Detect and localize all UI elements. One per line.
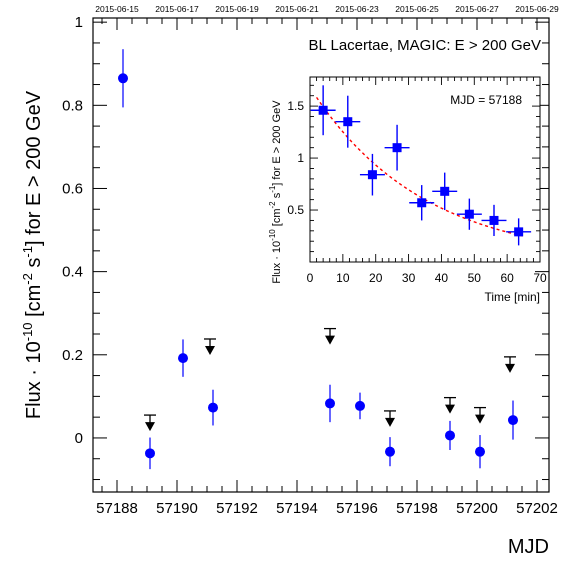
data-point: [118, 73, 128, 84]
inset-plot-frame: [309, 76, 541, 263]
x-tick-label: 57192: [216, 500, 258, 517]
data-point: [385, 446, 395, 457]
inset-data-point: [417, 198, 427, 208]
inset-x-tick-label: 0: [307, 271, 314, 285]
inset-fit-curve: [315, 96, 524, 237]
main-y-axis-label: Flux · 10-10 [cm-2 s-1] for E > 200 GeV: [20, 90, 45, 419]
data-point: [355, 400, 365, 411]
main-axis-ticks: 57188 57190 57192 57194 57196 57198 57200 57202…: [62, 14, 558, 517]
inset-axis-ticks: 0 10 20 30 40 50 60 70 0.5 1 1.5: [287, 77, 547, 285]
inset-x-tick-label: 40: [435, 271, 449, 285]
upper-limit-arrow: [325, 335, 335, 345]
inset-data-point: [489, 215, 499, 225]
top-date-label: 2015-06-17: [155, 4, 199, 14]
inset-y-tick-label: 1.5: [287, 99, 304, 113]
inset-x-tick-label: 50: [468, 271, 482, 285]
data-point: [145, 448, 155, 459]
top-date-label: 2015-06-29: [515, 4, 559, 14]
top-date-label: 2015-06-25: [395, 4, 439, 14]
data-point: [508, 415, 518, 426]
inset-data-point: [318, 105, 328, 115]
x-tick-label: 57200: [456, 500, 498, 517]
inset-x-tick-label: 70: [533, 271, 547, 285]
y-tick-label: 0: [75, 430, 83, 447]
y-tick-label: 0.8: [62, 97, 83, 114]
inset-x-tick-label: 60: [500, 271, 514, 285]
top-date-label: 2015-06-21: [275, 4, 319, 14]
x-tick-label: 57188: [96, 500, 138, 517]
x-tick-label: 57198: [396, 500, 438, 517]
inset-x-tick-label: 20: [369, 271, 383, 285]
inset-data-point: [392, 143, 402, 153]
top-date-label: 2015-06-15: [95, 4, 139, 14]
inset-x-tick-label: 10: [336, 271, 350, 285]
data-point: [178, 353, 188, 364]
inset-annotation: MJD = 57188: [450, 93, 522, 107]
inset-data-point: [367, 170, 377, 180]
inset-y-axis-label: Flux · 10-10 [cm-2 s-1] for E > 200 GeV: [268, 100, 283, 284]
inset-data-point: [343, 117, 353, 127]
upper-limit-arrow: [385, 417, 395, 427]
fit-curve: [315, 96, 524, 237]
main-title: BL Lacertae, MAGIC: E > 200 GeV: [309, 37, 541, 54]
data-point: [475, 446, 485, 457]
main-plot-frame: [92, 17, 550, 493]
main-x-axis-label: MJD: [508, 536, 549, 558]
upper-limit-arrow: [205, 345, 215, 355]
upper-limit-arrow: [475, 414, 485, 424]
x-tick-label: 57202: [516, 500, 558, 517]
upper-limit-arrow: [445, 404, 455, 414]
x-tick-label: 57194: [276, 500, 318, 517]
main-data-marks: [118, 49, 518, 470]
top-date-label: 2015-06-27: [455, 4, 499, 14]
inset-data-marks: [310, 85, 532, 246]
inset-x-axis-label: Time [min]: [484, 290, 540, 304]
x-tick-label: 57190: [156, 500, 198, 517]
inset-y-tick-label: 0.5: [287, 203, 304, 217]
top-date-label: 2015-06-23: [335, 4, 379, 14]
y-tick-label: 1: [75, 14, 83, 31]
y-tick-label: 0.2: [62, 347, 83, 364]
inset-x-tick-label: 30: [402, 271, 416, 285]
inset-data-point: [514, 227, 524, 237]
y-tick-label: 0.4: [62, 264, 83, 281]
data-point: [445, 430, 455, 441]
upper-limit-arrow: [145, 422, 155, 432]
x-tick-label: 57196: [336, 500, 378, 517]
inset-data-point: [440, 186, 450, 196]
inset-y-tick-label: 1: [297, 151, 304, 165]
data-point: [208, 402, 218, 413]
y-tick-label: 0.6: [62, 180, 83, 197]
top-date-axis: 2015-06-15 2015-06-17 2015-06-19 2015-06-21…: [95, 4, 559, 14]
inset-data-point: [464, 209, 474, 219]
upper-limit-arrow: [505, 363, 515, 373]
top-date-label: 2015-06-19: [215, 4, 259, 14]
data-point: [325, 398, 335, 409]
